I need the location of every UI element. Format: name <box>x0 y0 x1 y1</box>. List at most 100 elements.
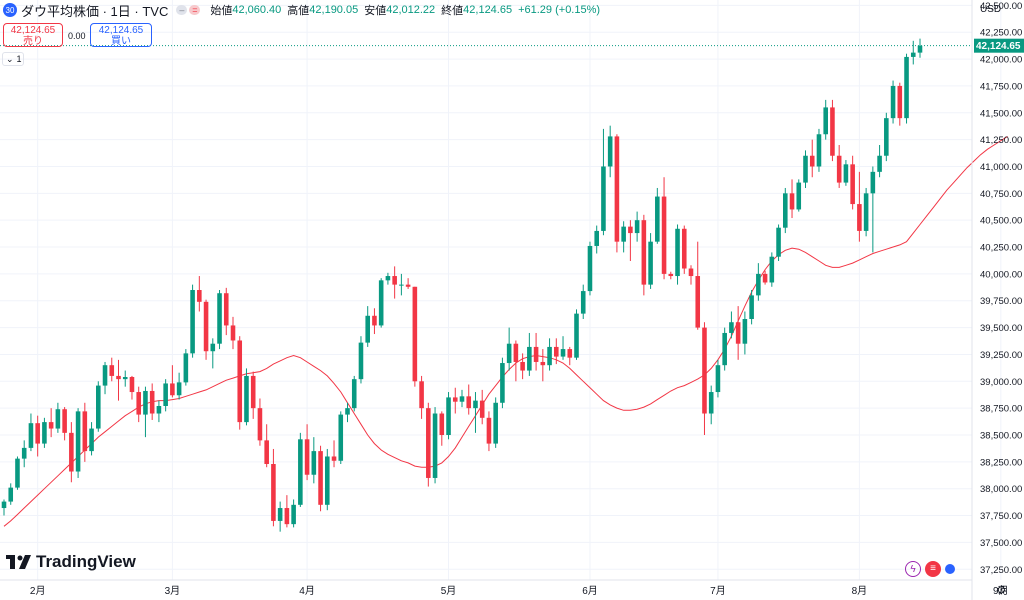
y-tick-label: 37,750.00 <box>980 511 1022 522</box>
candle <box>863 187 869 237</box>
candle <box>351 375 357 412</box>
y-tick-label: 40,000.00 <box>980 269 1022 280</box>
candle <box>661 177 667 280</box>
candle <box>230 316 236 350</box>
candle <box>729 311 734 339</box>
candle <box>358 336 364 384</box>
candle <box>365 306 370 347</box>
candle <box>331 440 337 468</box>
candle <box>102 361 108 395</box>
candle <box>237 336 243 430</box>
y-tick-label: 39,750.00 <box>980 296 1022 307</box>
candles <box>1 38 923 532</box>
candle <box>42 417 47 448</box>
sell-label: 売り <box>23 36 43 47</box>
candle <box>291 499 296 528</box>
tradingview-logo-icon <box>6 555 31 569</box>
last-price-label: 42,124.65 <box>976 41 1021 52</box>
candle <box>560 336 566 360</box>
candle <box>850 155 855 210</box>
candle <box>756 263 761 301</box>
candle <box>419 375 424 419</box>
candle <box>722 327 727 371</box>
y-tick-label: 40,750.00 <box>980 189 1022 200</box>
candle <box>163 379 168 412</box>
candle <box>1 499 7 516</box>
candle <box>345 402 350 423</box>
candle <box>62 407 67 441</box>
high-value: 42,190.05 <box>309 4 359 16</box>
candle <box>15 456 20 490</box>
candle <box>89 422 94 456</box>
candle <box>769 252 775 287</box>
candle <box>412 286 418 387</box>
candle <box>506 327 512 371</box>
candle <box>426 402 431 487</box>
candle <box>432 407 438 484</box>
candle <box>668 271 674 280</box>
open-value: 42,060.40 <box>232 4 282 16</box>
sell-price: 42,124.65 <box>10 25 56 36</box>
candle <box>580 284 586 319</box>
candle <box>594 225 599 254</box>
candle <box>884 112 889 162</box>
settings-gear-icon[interactable]: ⚙ <box>996 583 1007 597</box>
currency-label[interactable]: USD <box>980 4 1002 15</box>
low-label: 安値 <box>364 5 387 17</box>
candle <box>715 359 721 398</box>
candle <box>257 398 263 446</box>
candle <box>129 375 135 400</box>
candle <box>634 211 640 242</box>
x-tick-label: 6月 <box>582 585 598 597</box>
candle <box>473 392 478 433</box>
us-flag-icon[interactable]: ≡ <box>925 561 941 577</box>
candle <box>574 309 579 360</box>
candle <box>857 171 862 242</box>
candle <box>48 408 54 438</box>
y-tick-label: 40,250.00 <box>980 243 1022 254</box>
buy-button[interactable]: 42,124.65 買い <box>90 23 152 47</box>
y-tick-label: 41,750.00 <box>980 81 1022 92</box>
candle <box>439 411 445 446</box>
tradingview-logo[interactable]: TradingView <box>6 552 136 572</box>
candle <box>82 402 88 462</box>
sell-button[interactable]: 42,124.65 売り <box>3 23 63 47</box>
y-tick-label: 38,750.00 <box>980 404 1022 415</box>
candle <box>749 290 754 325</box>
high-label: 高値 <box>287 5 310 17</box>
y-tick-label: 41,250.00 <box>980 135 1022 146</box>
candle <box>136 386 141 423</box>
candle <box>621 221 626 253</box>
y-tick-label: 39,500.00 <box>980 323 1022 334</box>
candle <box>385 272 391 285</box>
candle <box>183 349 189 386</box>
indicator-toggle-button[interactable]: ⌄ 1 <box>2 52 24 66</box>
lightning-icon[interactable]: ϟ <box>905 561 921 577</box>
candle <box>641 214 647 296</box>
candle <box>843 160 849 186</box>
candle <box>325 448 330 511</box>
grid-lines <box>0 0 1002 580</box>
candle <box>877 145 882 178</box>
candle <box>170 365 175 398</box>
candle <box>796 179 802 212</box>
y-tick-label: 38,500.00 <box>980 431 1022 442</box>
moving-average-line <box>3 135 1008 527</box>
y-tick-label: 38,000.00 <box>980 484 1022 495</box>
candle <box>264 424 269 468</box>
candle <box>8 483 14 505</box>
candle <box>681 225 687 274</box>
x-tick-label: 9月 <box>993 585 1009 597</box>
symbol-title[interactable]: ダウ平均株価 · 1日 · TVC <box>21 3 169 19</box>
candle <box>870 166 876 253</box>
candle <box>156 400 162 423</box>
candle <box>783 187 788 234</box>
candle <box>836 145 842 188</box>
candle <box>607 125 613 178</box>
candle <box>452 387 458 414</box>
status-pill[interactable]: – = <box>176 5 201 15</box>
candle <box>823 99 828 140</box>
candle <box>742 311 748 355</box>
indicator-count: 1 <box>16 54 22 64</box>
